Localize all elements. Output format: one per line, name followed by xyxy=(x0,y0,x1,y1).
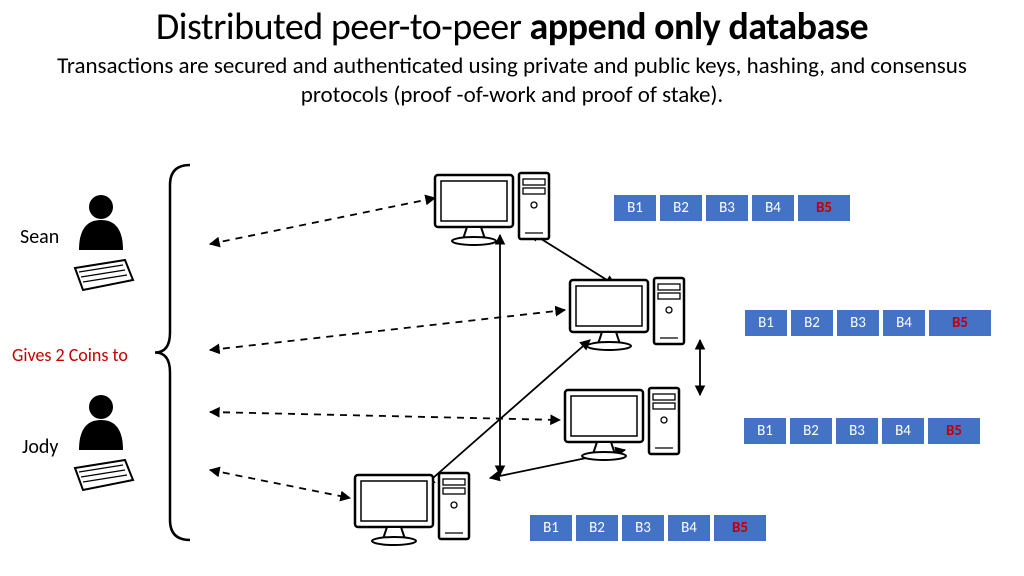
block-cell: B2 xyxy=(660,195,702,221)
block-cell: B3 xyxy=(836,418,878,444)
gives-label: Gives 2 Coins to xyxy=(12,344,128,366)
block-cell: B3 xyxy=(706,195,748,221)
block-cell: B5 xyxy=(928,418,980,444)
block-cell: B4 xyxy=(882,418,924,444)
block-cell: B4 xyxy=(883,310,925,336)
block-cell: B5 xyxy=(714,515,766,541)
jody-label: Jody xyxy=(22,435,58,459)
block-cell: B2 xyxy=(790,418,832,444)
block-cell: B5 xyxy=(798,195,850,221)
block-cell: B1 xyxy=(744,418,786,444)
block-cell: B3 xyxy=(837,310,879,336)
block-cell: B4 xyxy=(668,515,710,541)
block-row: B1B2B3B4B5 xyxy=(744,418,980,444)
block-cell: B1 xyxy=(745,310,787,336)
block-row: B1B2B3B4B5 xyxy=(614,195,850,221)
block-cell: B4 xyxy=(752,195,794,221)
block-cell: B1 xyxy=(614,195,656,221)
block-row: B1B2B3B4B5 xyxy=(530,515,766,541)
block-cell: B5 xyxy=(929,310,991,336)
block-cell: B2 xyxy=(791,310,833,336)
diagram-canvas xyxy=(0,0,1024,576)
block-row: B1B2B3B4B5 xyxy=(745,310,991,336)
block-cell: B1 xyxy=(530,515,572,541)
sean-label: Sean xyxy=(20,225,59,249)
block-cell: B3 xyxy=(622,515,664,541)
block-cell: B2 xyxy=(576,515,618,541)
